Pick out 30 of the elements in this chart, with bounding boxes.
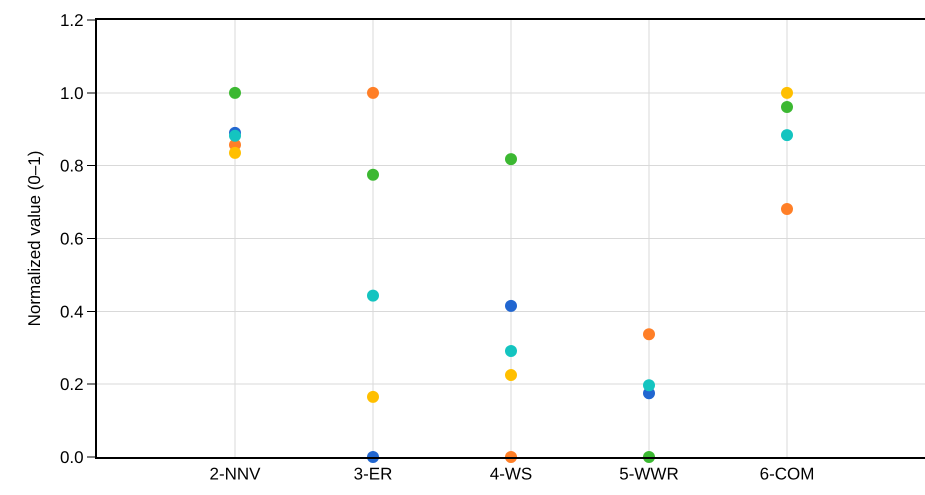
y-tick-label: 0.6 — [60, 229, 84, 248]
point — [781, 129, 793, 142]
point — [643, 328, 655, 340]
point — [505, 369, 517, 382]
y-tick-label: 1.0 — [60, 84, 84, 103]
point — [229, 86, 241, 99]
point — [367, 290, 379, 302]
x-tick-label: 6-COM — [760, 464, 814, 484]
x-tick-label: 3-ER — [354, 464, 392, 484]
y-tick-label: 1.2 — [60, 10, 84, 30]
point — [505, 300, 517, 312]
point — [367, 168, 379, 181]
point — [367, 390, 379, 403]
point — [505, 345, 517, 358]
point — [229, 130, 241, 142]
y-tick-label: 0.0 — [60, 448, 84, 467]
point — [781, 203, 793, 215]
x-tick-label: 5-WWR — [619, 464, 679, 484]
point — [505, 153, 517, 166]
point — [229, 146, 241, 159]
point — [367, 86, 379, 99]
x-tick-label: 2-NNV — [209, 464, 262, 484]
x-tick-label: 4-WS — [490, 464, 532, 484]
y-tick-label: 0.4 — [60, 302, 84, 322]
y-tick-label: 0.8 — [60, 156, 84, 176]
y-tick-label: 0.2 — [60, 375, 84, 394]
point — [781, 86, 793, 99]
point — [781, 101, 793, 114]
point — [643, 379, 655, 392]
y-axis-title: Normalized value (0–1) — [25, 150, 44, 326]
